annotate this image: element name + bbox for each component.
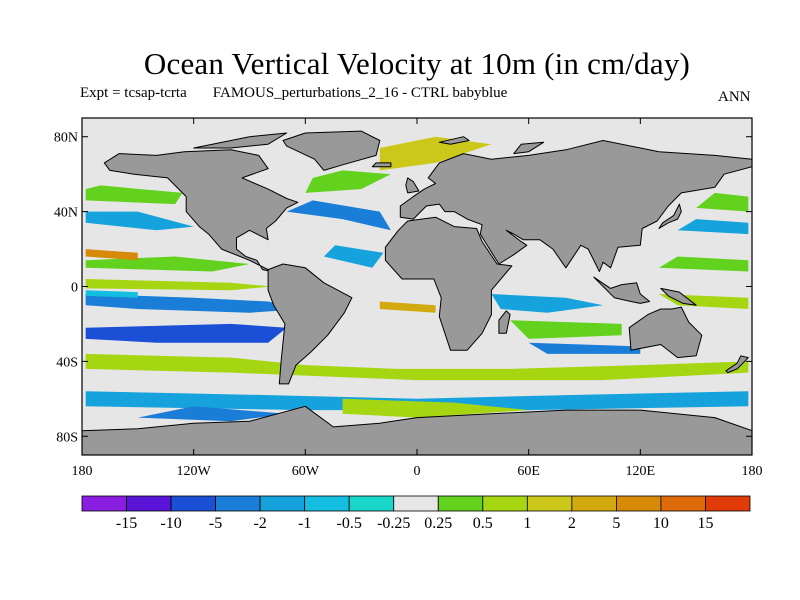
- lat-tick-label: 40S: [56, 355, 78, 370]
- colorbar-label: -1: [298, 515, 311, 532]
- velocity-band: [696, 192, 749, 212]
- colorbar-label: -0.5: [337, 515, 362, 532]
- velocity-band: [379, 136, 492, 171]
- colorbar-swatch: [616, 495, 662, 512]
- colorbar-label: 15: [697, 515, 713, 532]
- landmass-japan: [658, 203, 682, 229]
- velocity-band: [286, 200, 391, 231]
- landmass-antarctica: [82, 405, 752, 455]
- colorbar-swatch: [660, 495, 706, 512]
- lon-tick-label: 180: [72, 464, 93, 479]
- velocity-band: [323, 245, 384, 268]
- landmass-north-america: [103, 149, 299, 272]
- map-field: [82, 130, 752, 455]
- colorbar-swatch: [304, 495, 350, 512]
- lat-tick-label: 80N: [54, 131, 78, 146]
- lon-tick-label: 60E: [517, 464, 540, 479]
- lat-tick-label: 80S: [56, 430, 78, 445]
- landmass-australia: [628, 306, 703, 359]
- colorbar-label: 5: [612, 515, 620, 532]
- subtitle-left: Expt = tcsap-tcrta FAMOUS_perturbations_2…: [80, 84, 507, 102]
- velocity-band: [85, 279, 272, 291]
- lon-tick-label: 120W: [177, 464, 212, 479]
- colorbar-label: 2: [568, 515, 576, 532]
- lat-tick-label: 40N: [54, 206, 78, 221]
- velocity-band: [85, 211, 194, 231]
- plot-title: Ocean Vertical Velocity at 10m (in cm/da…: [143, 46, 691, 81]
- velocity-band: [137, 406, 287, 422]
- velocity-band: [85, 256, 250, 272]
- velocity-band: [85, 249, 138, 261]
- velocity-band: [85, 353, 749, 381]
- colorbar-swatch: [705, 495, 751, 512]
- velocity-band: [528, 342, 641, 354]
- velocity-band: [658, 256, 749, 272]
- colorbar-label: -2: [253, 515, 266, 532]
- colorbar-swatch: [348, 495, 395, 512]
- colorbar-label: 0.25: [424, 515, 452, 532]
- landmass-uk: [405, 177, 420, 194]
- landmass-africa: [384, 216, 513, 351]
- experiment-label: Expt = tcsap-tcrta: [80, 85, 187, 101]
- colorbar-label: 1: [523, 515, 531, 532]
- colorbar-swatch: [482, 495, 528, 512]
- description-label: FAMOUS_perturbations_2_16 - CTRL babyblu…: [212, 85, 508, 101]
- lon-tick-label: 180: [742, 464, 763, 479]
- colorbar-swatch: [170, 495, 216, 512]
- colorbar-label: -5: [209, 515, 222, 532]
- velocity-band: [85, 323, 287, 343]
- period-label: ANN: [718, 89, 751, 105]
- lon-tick-label: 120E: [626, 464, 656, 479]
- velocity-bands: [85, 136, 749, 422]
- lon-tick-label: 0: [414, 464, 421, 479]
- landmass-new-guinea: [660, 287, 697, 306]
- colorbar-label: 10: [653, 515, 669, 532]
- landmass-iceland: [371, 162, 392, 168]
- colorbar-swatch: [81, 495, 127, 512]
- colorbar-label: 0.5: [473, 515, 493, 532]
- colorbar-swatch: [526, 495, 573, 512]
- velocity-band: [342, 398, 529, 418]
- landmass-greenland: [282, 130, 381, 171]
- velocity-band: [85, 185, 183, 205]
- velocity-band: [379, 301, 436, 313]
- velocity-band: [85, 294, 306, 313]
- velocity-band: [491, 294, 604, 313]
- colorbar-swatch: [437, 495, 484, 512]
- velocity-band: [85, 391, 749, 411]
- landmass-arctic-islands: [193, 132, 288, 149]
- colorbar-label: -10: [160, 515, 181, 532]
- velocity-band: [85, 290, 138, 298]
- axis-ticks: 80N 40N 0 40S 80S 180 120W 60W 0 60E 120E 180: [54, 118, 763, 479]
- velocity-band: [677, 219, 749, 235]
- landmass-novaya-zemlya: [513, 141, 545, 155]
- landmass-new-zealand: [725, 355, 749, 374]
- lat-tick-label: 0: [71, 281, 78, 296]
- velocity-band: [305, 170, 391, 193]
- colorbar-swatch: [215, 495, 261, 512]
- landmass-madagascar: [498, 310, 511, 334]
- colorbar-swatch: [571, 495, 617, 512]
- colorbar-label: -0.25: [377, 515, 410, 532]
- landmass-indonesia: [593, 276, 651, 304]
- landmass-eurasia: [399, 140, 752, 272]
- colorbar-swatch: [393, 495, 439, 512]
- landmass-svalbard: [438, 136, 470, 145]
- colorbar-label: -15: [116, 515, 137, 532]
- colorbar-swatch: [259, 495, 306, 512]
- velocity-band: [510, 320, 622, 339]
- land-masses: [82, 130, 752, 455]
- colorbar-swatch: [126, 495, 172, 512]
- landmass-south-america: [267, 263, 353, 385]
- colorbar: -15 -10 -5 -2 -1 -0.5 -0.25 0.25 0.5 1 2 5 10 15: [81, 495, 751, 532]
- lon-tick-label: 60W: [292, 464, 320, 479]
